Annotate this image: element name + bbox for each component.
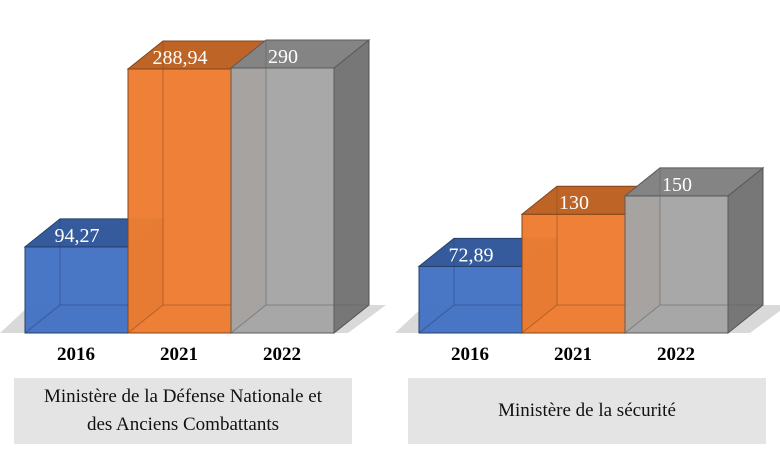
bar-hidden-edges — [453, 238, 557, 306]
data-label-2021-defense: 288,94 — [153, 47, 208, 69]
data-label-2022-defense: 290 — [268, 46, 298, 68]
bar-hidden-edges — [59, 218, 163, 306]
tick-label-2016-defense: 2016 — [57, 344, 95, 365]
bar-hidden-edge — [24, 304, 61, 334]
bar-hidden-edges — [265, 40, 369, 306]
data-label-2016-securite: 72,89 — [449, 244, 494, 266]
data-label-2022-securite: 150 — [662, 174, 692, 196]
bar-front-face — [127, 68, 232, 334]
bar-hidden-edges — [162, 40, 266, 306]
group-label-defense: Ministère de la Défense Nationale et des… — [14, 378, 352, 444]
bar-hidden-edge — [418, 304, 455, 334]
bar-side-face — [333, 38, 370, 335]
tick-label-2022-defense: 2022 — [263, 344, 301, 365]
bar-hidden-edge — [624, 304, 661, 334]
tick-label-2021-defense: 2021 — [160, 344, 198, 365]
group-label-defense-line-2: des Anciens Combattants — [86, 414, 280, 435]
group-label-securite: Ministère de la sécurité — [408, 378, 766, 444]
bar-front-face — [230, 67, 335, 334]
tick-label-2016-securite: 2016 — [451, 344, 489, 365]
bar-side-face — [727, 166, 764, 335]
tick-label-2022-securite: 2022 — [657, 344, 695, 365]
group-label-defense-line-1: Ministère de la Défense Nationale et — [43, 386, 323, 407]
bar-front-face — [418, 265, 523, 334]
bar-hidden-edges — [659, 167, 763, 306]
bar-2022-defense: 290 — [229, 38, 371, 335]
data-label-2021-securite: 130 — [559, 192, 589, 214]
bar-chart-3d: 94,27 288,94 290 72,89 130 150 — [0, 38, 780, 335]
bar-hidden-edge — [521, 304, 558, 334]
bar-front-face — [624, 195, 729, 334]
tick-label-2021-securite: 2021 — [554, 344, 592, 365]
bar-front-face — [521, 213, 626, 334]
bar-2022-securite: 150 — [623, 166, 765, 335]
bar-hidden-edge — [230, 304, 267, 334]
bar-hidden-edge — [127, 304, 164, 334]
group-label-securite-line-1: Ministère de la sécurité — [498, 400, 676, 421]
data-label-2016-defense: 94,27 — [55, 225, 100, 247]
bar-hidden-edges — [556, 186, 660, 306]
